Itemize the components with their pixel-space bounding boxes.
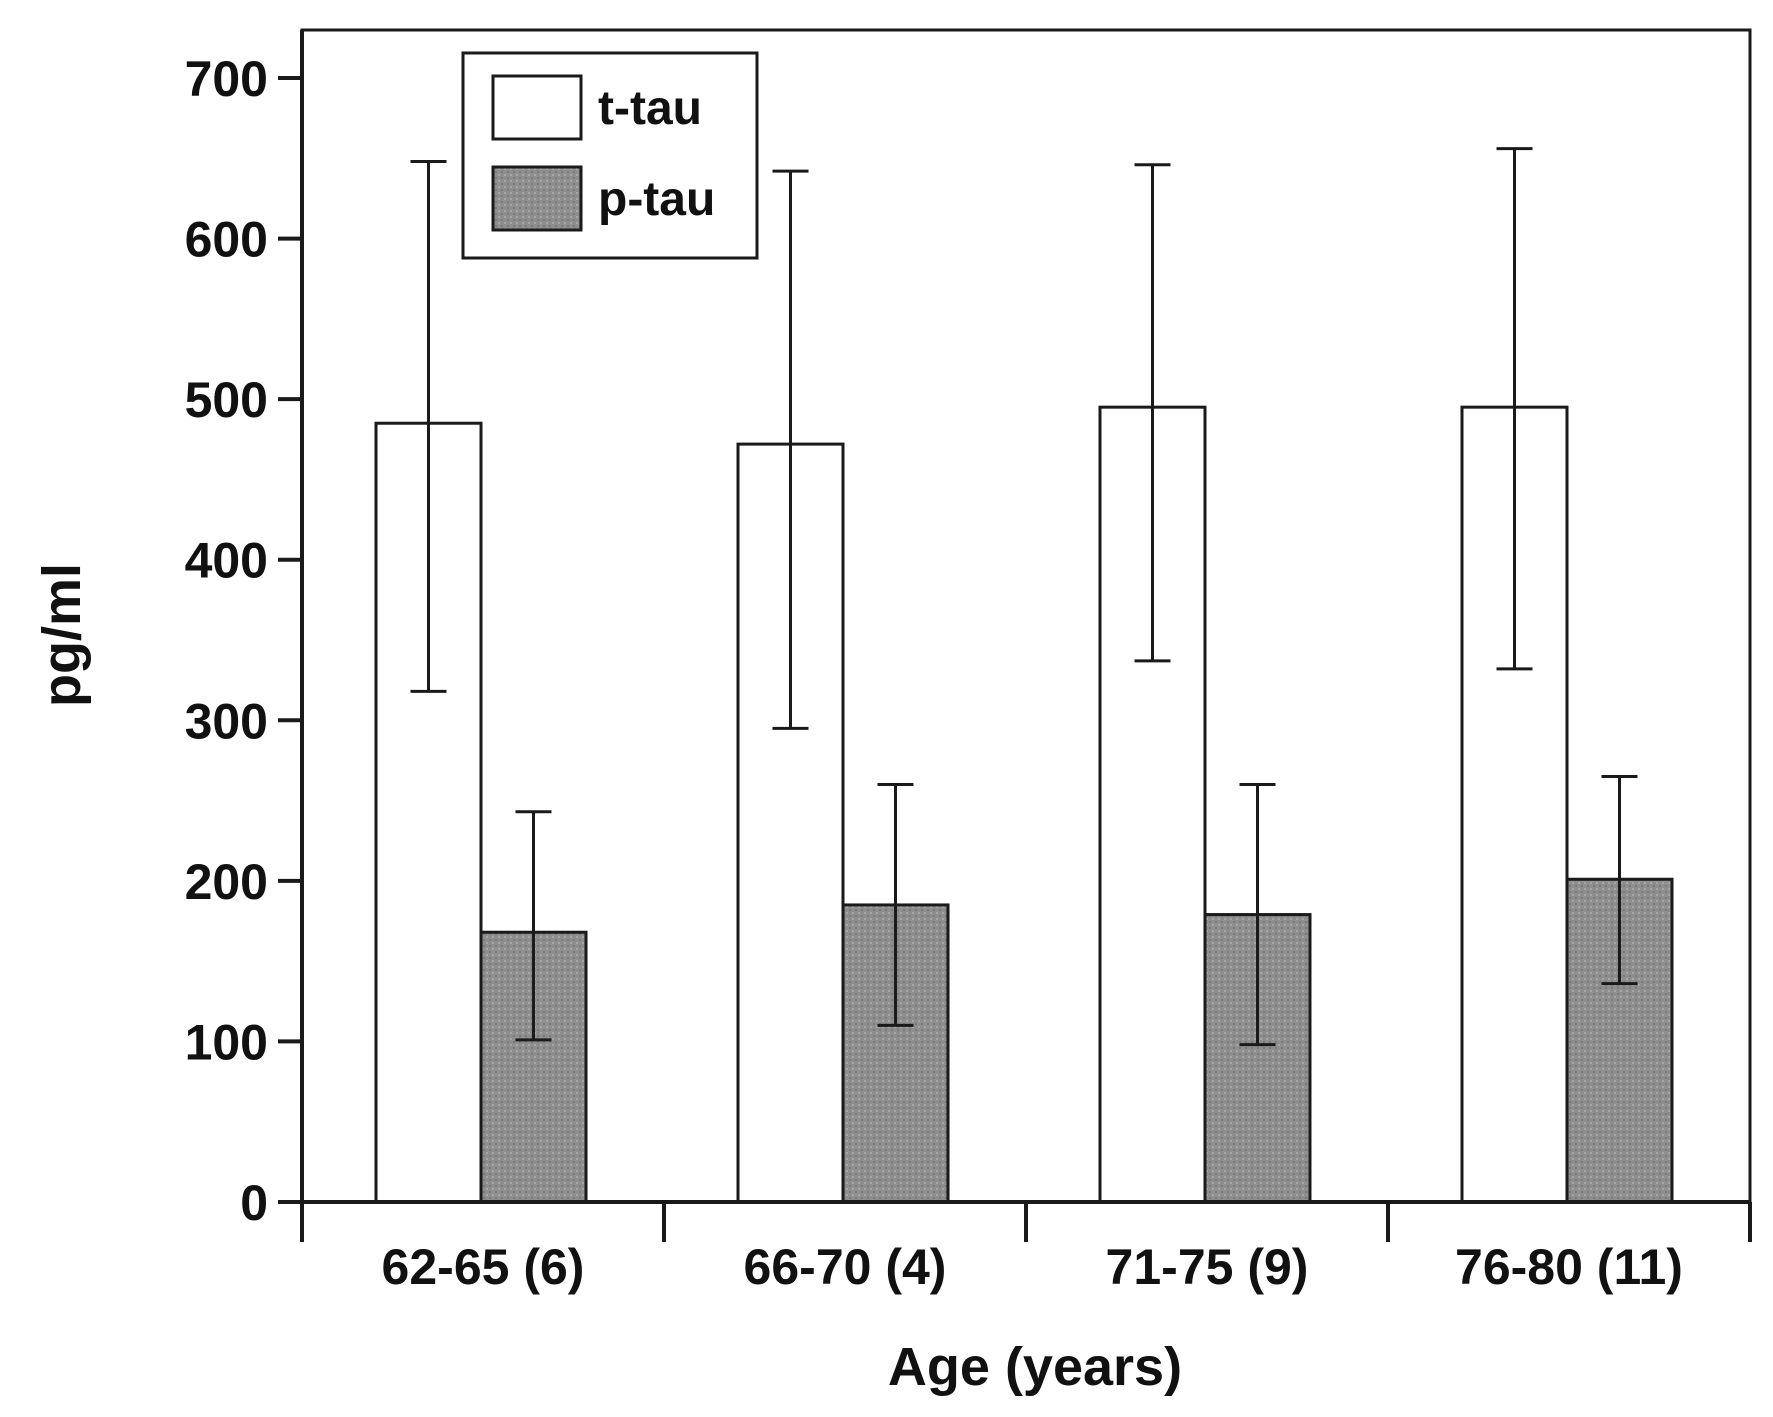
y-axis-title: pg/ml — [32, 563, 92, 707]
y-tick-label: 700 — [185, 51, 268, 107]
y-tick-label: 100 — [185, 1014, 268, 1070]
legend-swatch-t-tau — [491, 74, 583, 141]
x-category-label: 71-75 (9) — [1106, 1239, 1309, 1295]
legend-label-t-tau: t-tau — [598, 82, 702, 135]
x-axis-ticks: 62-65 (6) 66-70 (4) 71-75 (9) 76-80 (11) — [300, 1202, 1752, 1295]
y-tick-label: 300 — [185, 693, 268, 749]
x-category-label: 62-65 (6) — [382, 1239, 585, 1295]
x-category-label: 76-80 (11) — [1455, 1239, 1683, 1295]
legend-swatch-p-tau — [491, 165, 583, 232]
x-axis-title: Age (years) — [888, 1337, 1182, 1397]
y-axis-ticks: 0 100 200 300 400 500 600 700 — [185, 51, 302, 1231]
legend-label-p-tau: p-tau — [598, 173, 715, 226]
bars-layer — [374, 405, 1674, 1204]
y-tick-label: 500 — [185, 372, 268, 428]
error-bars-layer — [410, 147, 1638, 1047]
y-tick-label: 200 — [185, 854, 268, 910]
legend: t-tau p-tau — [461, 51, 759, 260]
y-tick-label: 0 — [240, 1175, 268, 1231]
y-tick-label: 400 — [185, 533, 268, 589]
y-tick-label: 600 — [185, 212, 268, 268]
x-category-label: 66-70 (4) — [744, 1239, 947, 1295]
